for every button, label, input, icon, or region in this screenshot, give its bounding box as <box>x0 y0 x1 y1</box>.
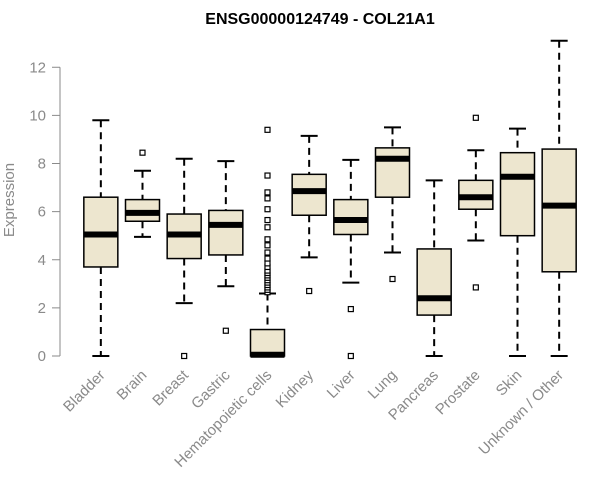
x-label-lung: Lung <box>365 367 401 403</box>
box-bladder <box>83 119 119 357</box>
outlier-point <box>264 249 271 256</box>
box-prostate <box>458 114 494 291</box>
x-label-breast: Breast <box>149 366 192 409</box>
x-label-skin: Skin <box>493 367 526 400</box>
outlier-point <box>139 149 146 156</box>
y-tick-label-0: 0 <box>38 348 46 365</box>
iqr-box <box>333 198 369 236</box>
outlier-point <box>264 195 271 202</box>
x-label-liver: Liver <box>324 367 359 402</box>
box-unknown-other <box>541 39 577 357</box>
box-brain <box>124 149 161 238</box>
iqr-box <box>374 147 411 198</box>
iqr-box <box>291 173 327 216</box>
outlier-point <box>472 114 479 121</box>
iqr-box <box>541 148 577 273</box>
x-label-bladder: Bladder <box>60 367 109 416</box>
y-tick-label-10: 10 <box>29 107 46 124</box>
box-liver <box>333 158 369 360</box>
y-tick-label-6: 6 <box>38 204 46 221</box>
iqr-box <box>499 151 536 237</box>
outlier-point <box>264 216 271 224</box>
y-axis-label: Expression <box>1 163 18 237</box>
outlier-point <box>264 206 271 213</box>
x-label-brain: Brain <box>114 367 151 404</box>
outlier-point <box>347 305 354 313</box>
box-lung <box>374 126 411 283</box>
y-tick-label-12: 12 <box>29 59 46 76</box>
y-tick-label-4: 4 <box>38 252 46 269</box>
box-kidney <box>291 134 327 295</box>
outlier-point <box>264 224 271 231</box>
boxes-group <box>83 39 577 360</box>
outlier-point <box>472 284 479 291</box>
outlier-point <box>264 126 271 133</box>
outlier-point <box>306 287 313 295</box>
chart-title: ENSG00000124749 - COL21A1 <box>205 11 435 28</box>
outlier-point <box>181 352 188 360</box>
iqr-box <box>208 209 244 256</box>
y-tick-label-8: 8 <box>38 156 46 173</box>
box-breast <box>166 157 202 360</box>
outlier-point <box>264 242 271 249</box>
outlier-point <box>264 172 271 179</box>
outlier-point <box>264 255 271 262</box>
y-axis: 0 2 4 6 8 10 12 <box>29 59 61 365</box>
outlier-point <box>264 236 271 243</box>
x-label-kidney: Kidney <box>273 366 318 411</box>
box-skin <box>499 127 536 357</box>
y-tick-label-2: 2 <box>38 300 46 317</box>
box-hematopoietic-cells <box>249 126 286 358</box>
outlier-point <box>222 327 229 334</box>
box-pancreas <box>416 179 452 357</box>
x-label-prostate: Prostate <box>432 367 484 419</box>
box-gastric <box>208 160 244 334</box>
outlier-point <box>347 352 354 360</box>
outlier-point <box>389 275 396 283</box>
outlier-point <box>264 189 271 196</box>
iqr-box <box>416 248 452 316</box>
